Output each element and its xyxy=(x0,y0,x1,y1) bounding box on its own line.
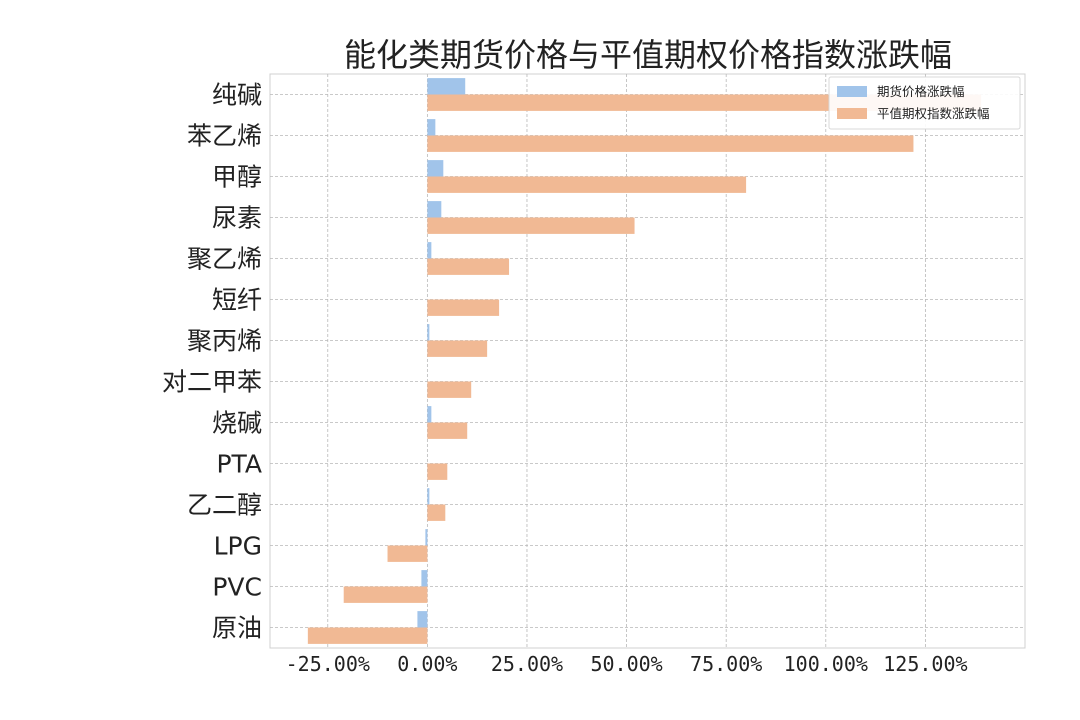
axes: -25.00% 0.00% 25.00% 50.00% 75.00% 100.00% 125… xyxy=(162,81,968,677)
x-tick-label: 0.00% xyxy=(397,652,457,676)
bar-series-1 xyxy=(417,611,428,628)
chart-title: 能化类期货价格与平值期权价格指数涨跌幅 xyxy=(344,36,952,74)
bar-series-1 xyxy=(427,119,436,136)
bar-series-2 xyxy=(427,135,914,152)
bar-series-2 xyxy=(427,463,448,480)
bar-series-1 xyxy=(427,488,430,505)
bar-series-1 xyxy=(427,78,466,95)
bar-series-2 xyxy=(427,258,510,275)
bar-series-2 xyxy=(427,217,635,234)
category-label: 聚乙烯 xyxy=(187,245,262,274)
x-tick-label: 50.00% xyxy=(590,652,662,676)
category-label: LPG xyxy=(214,532,262,561)
plot-frame xyxy=(269,73,1026,649)
bar-series-1 xyxy=(427,406,432,423)
bar-series-1 xyxy=(427,324,430,341)
bars xyxy=(307,78,982,644)
x-tick-label: -25.00% xyxy=(286,652,370,676)
legend-label: 平值期权指数涨跌幅 xyxy=(877,106,990,121)
bar-series-2 xyxy=(387,545,428,562)
x-tick-label: 25.00% xyxy=(491,652,563,676)
category-label: PTA xyxy=(216,450,262,479)
category-label: 对二甲苯 xyxy=(162,368,262,397)
bar-series-1 xyxy=(427,201,442,218)
category-label: 聚丙烯 xyxy=(187,327,262,356)
category-label: 烧碱 xyxy=(212,409,262,438)
bar-series-1 xyxy=(427,160,444,177)
x-tick-label: 125.00% xyxy=(883,652,967,676)
bar-series-2 xyxy=(427,381,472,398)
category-label: 乙二醇 xyxy=(187,491,262,520)
bar-series-2 xyxy=(427,299,500,316)
legend-swatch xyxy=(837,86,867,97)
legend-box xyxy=(828,76,1021,130)
legend-swatch xyxy=(837,108,867,119)
x-tick-label: 75.00% xyxy=(690,652,762,676)
category-label: PVC xyxy=(212,573,262,602)
x-tick-label: 100.00% xyxy=(784,652,868,676)
legend-label: 期货价格涨跌幅 xyxy=(877,84,965,99)
bar-series-2 xyxy=(427,176,747,193)
bar-series-1 xyxy=(425,529,428,546)
category-label: 尿素 xyxy=(212,204,262,233)
bar-series-2 xyxy=(307,627,428,644)
bar-series-2 xyxy=(427,504,446,521)
category-label: 短纤 xyxy=(212,286,262,315)
bar-series-1 xyxy=(421,570,428,587)
grid-lines xyxy=(269,73,1026,649)
category-label: 甲醇 xyxy=(212,163,262,192)
bar-series-2 xyxy=(343,586,428,603)
bar-series-2 xyxy=(427,422,468,439)
bar-series-2 xyxy=(427,340,488,357)
bar-series-1 xyxy=(427,242,432,259)
category-label: 纯碱 xyxy=(212,81,262,110)
category-label: 原油 xyxy=(212,614,262,643)
category-label: 苯乙烯 xyxy=(187,122,262,151)
